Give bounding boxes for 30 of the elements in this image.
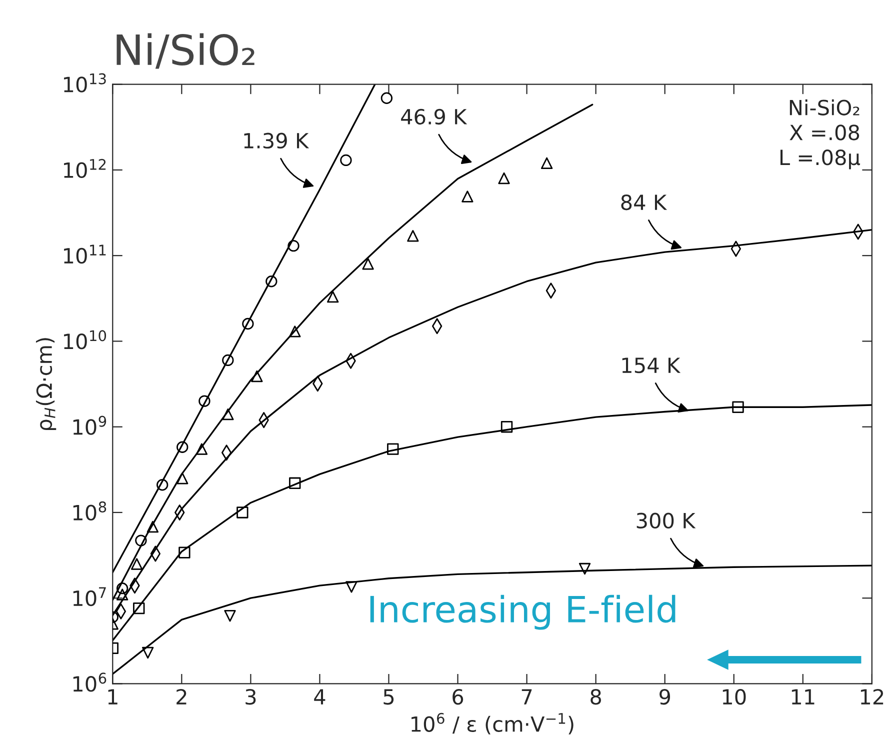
annotation: 154 K (622, 358, 681, 374)
x-tick-label: 4 (314, 689, 326, 704)
chart-title: Ni/SiO₂ (116, 33, 254, 69)
y-tick-label: 10$^{12}$ (64, 158, 106, 178)
y-tick-label: 10$^{10}$ (64, 330, 106, 350)
x-tick-label: 1 (108, 689, 118, 704)
y-tick-label: 10$^{11}$ (64, 244, 106, 264)
y-tick-label: 10$^{8}$ (73, 501, 106, 521)
x-tick-label: 7 (522, 689, 532, 704)
y-tick-label: 10$^{6}$ (73, 672, 106, 692)
annotation: 84 K (621, 194, 668, 210)
x-tick-label: 8 (590, 688, 602, 705)
x-tick-label: 12 (860, 688, 884, 704)
y-tick-label: 10$^{7}$ (73, 587, 106, 606)
y-tick-label: 10$^{9}$ (73, 416, 106, 435)
x-axis-title: 10$^{6}$ / ε (cm·V$^{−1}$) (412, 712, 574, 734)
x-tick-label: 10 (722, 688, 746, 705)
annotation: Increasing E-field (370, 594, 676, 630)
y-tick-label: 10$^{13}$ (64, 73, 106, 92)
y-axis-title: ρ$_{H}$(Ω·cm) (36, 338, 56, 430)
x-tick-label: 3 (246, 688, 256, 705)
x-tick-label: 6 (452, 688, 464, 705)
annotation: 46.9 K (401, 108, 468, 125)
x-tick-label: 9 (660, 688, 670, 705)
x-tick-label: 5 (384, 689, 394, 705)
annotation: Ni-SiO₂ X =.08 L =.08μ (780, 99, 860, 170)
x-tick-label: 2 (176, 688, 186, 704)
annotation: 1.39 K (244, 132, 310, 149)
x-tick-label: 11 (792, 689, 814, 704)
annotation: 300 K (636, 512, 696, 529)
